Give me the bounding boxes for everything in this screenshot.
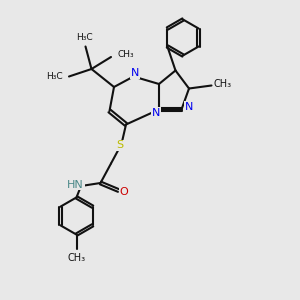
Text: N: N <box>152 107 160 118</box>
Text: CH₃: CH₃ <box>117 50 134 59</box>
Text: O: O <box>119 187 128 197</box>
Text: HN: HN <box>67 179 84 190</box>
Text: N: N <box>185 101 193 112</box>
Text: N: N <box>131 68 139 79</box>
Text: H₃C: H₃C <box>76 33 92 42</box>
Text: H₃C: H₃C <box>46 72 62 81</box>
Text: S: S <box>116 140 124 151</box>
Text: CH₃: CH₃ <box>214 79 232 89</box>
Text: CH₃: CH₃ <box>68 253 85 263</box>
